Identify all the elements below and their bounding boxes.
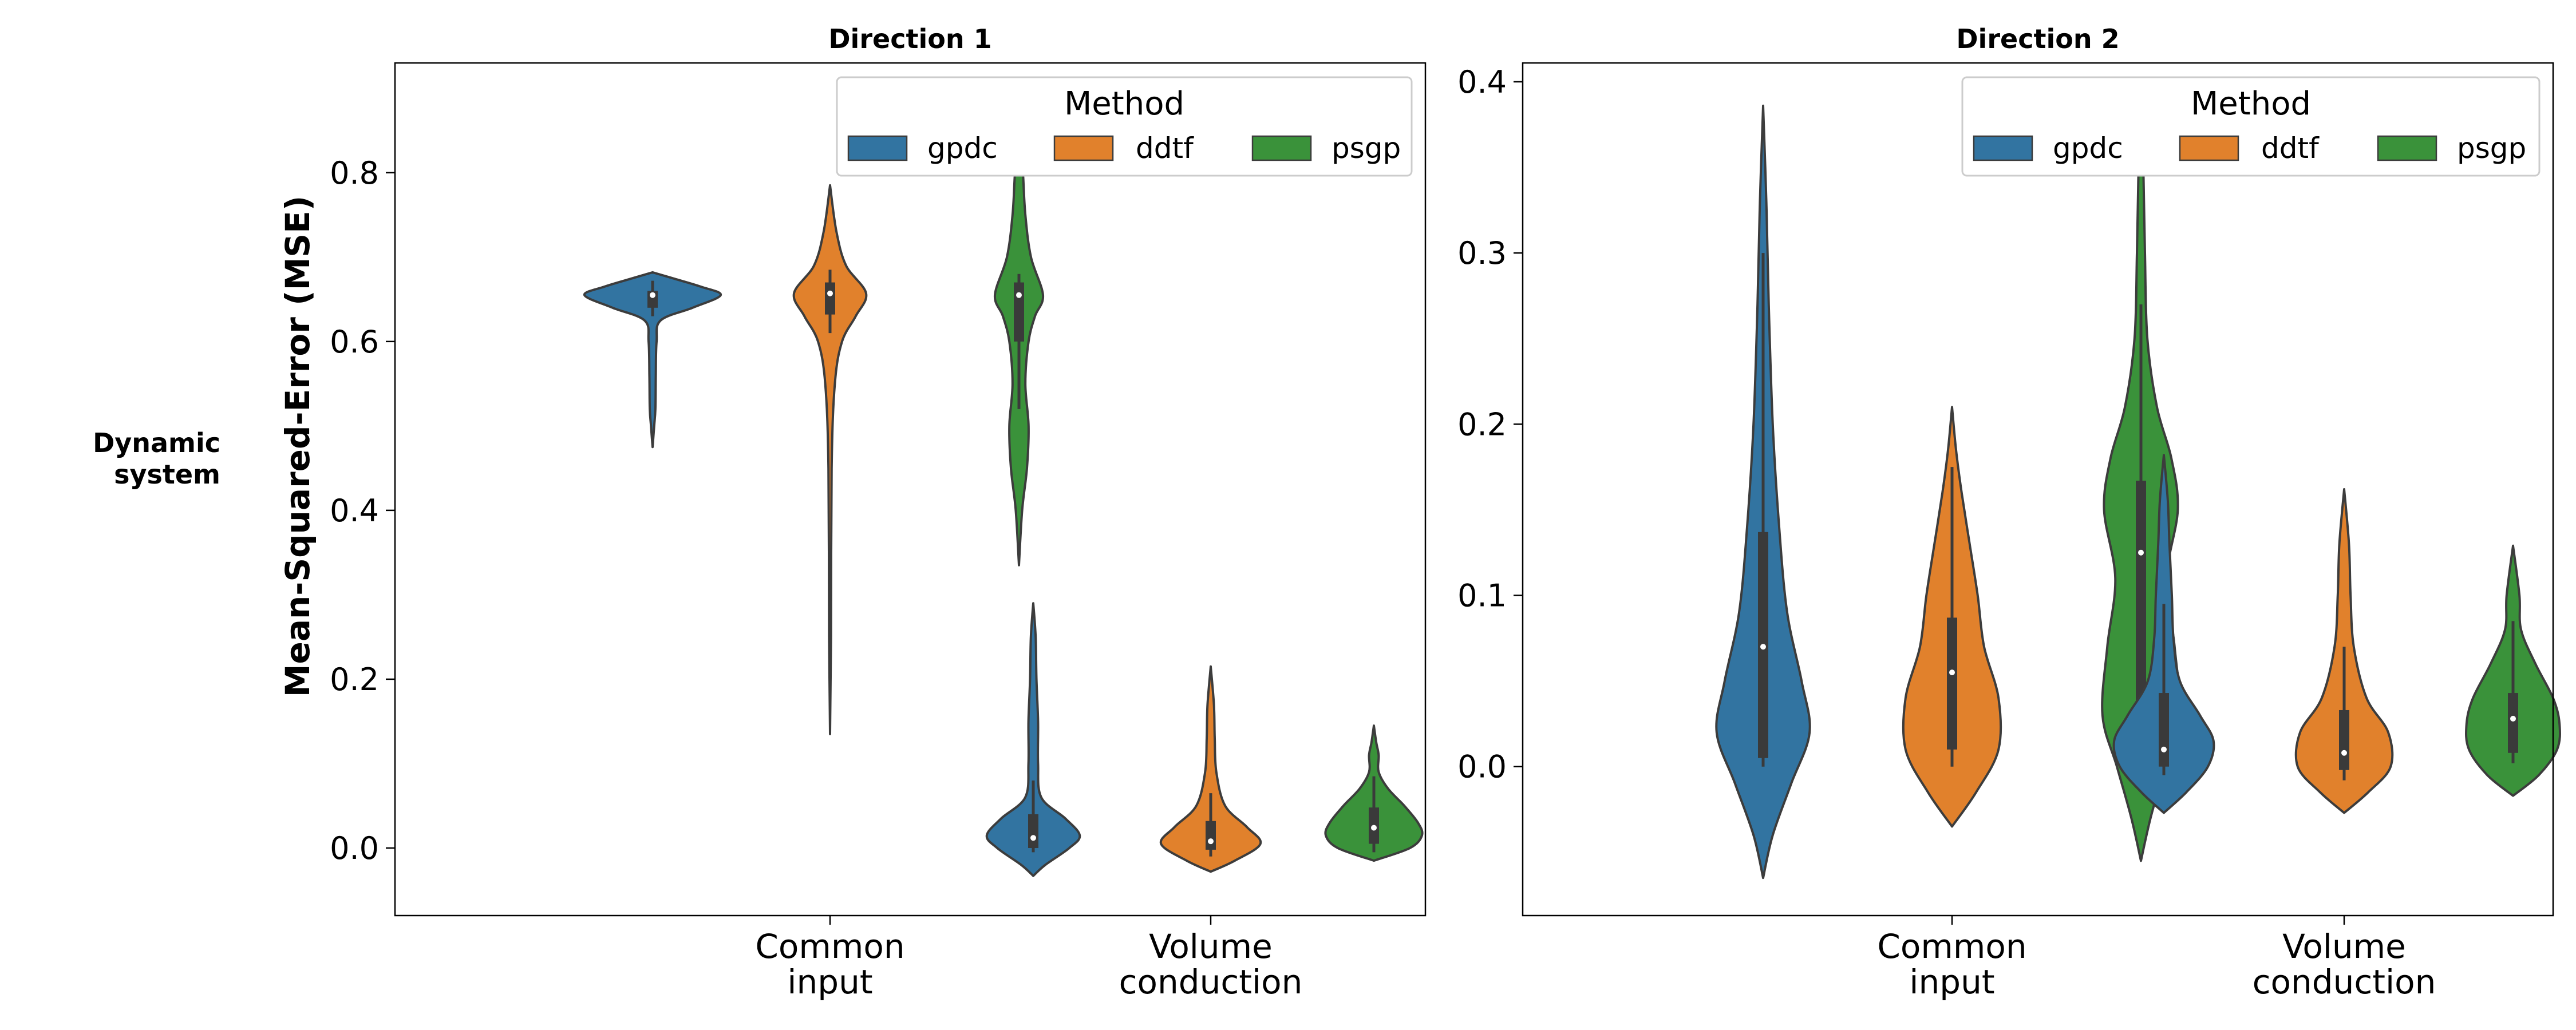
y-axis: 0.0 0.2 0.4 0.6 0.8	[330, 155, 395, 866]
violin-median-dot	[1371, 825, 1377, 831]
violin-gpdc	[2112, 454, 2215, 814]
violin-median-dot	[1760, 644, 1766, 650]
violin-median-dot	[1030, 835, 1036, 841]
violin-body	[792, 184, 868, 735]
violin-gpdc	[1715, 104, 1811, 880]
legend: Method gpdc ddtf psgp	[1961, 76, 2541, 177]
violin-gpdc	[583, 271, 722, 449]
violin-body	[985, 602, 1081, 877]
legend-swatch-gpdc	[847, 135, 908, 161]
x-category-label: Common	[1877, 927, 2026, 966]
plot-frame	[1522, 62, 2554, 917]
violin-iqr-box	[1028, 814, 1038, 848]
violin-ddtf	[2294, 488, 2394, 814]
legend-title: Method	[1064, 85, 1184, 122]
y-tick-label: 0.3	[1457, 235, 1507, 271]
legend-swatch-psgp	[1251, 135, 1312, 161]
violin-median-dot	[827, 290, 833, 296]
legend-swatch-ddtf	[2179, 135, 2239, 161]
legend-label-gpdc: gpdc	[927, 132, 998, 165]
violin-median-dot	[2161, 746, 2167, 752]
x-category-label: Volume	[1149, 927, 1273, 966]
y-tick-label: 0.1	[1457, 578, 1507, 614]
violin-iqr-box	[1947, 617, 1957, 750]
violin-median-dot	[1208, 838, 1214, 845]
violin-body	[583, 271, 722, 449]
violin-psgp	[2464, 544, 2562, 797]
violin-ddtf	[1159, 665, 1262, 873]
x-category-label: input	[1909, 962, 1994, 1001]
violin-median-dot	[2138, 549, 2144, 556]
y-tick-label: 0.8	[330, 155, 379, 191]
violin-median-dot	[2510, 715, 2516, 722]
violin-median-dot	[2341, 750, 2347, 756]
y-tick-label: 0.0	[1457, 749, 1507, 785]
violin-iqr-box	[2159, 693, 2169, 767]
violin-iqr-box	[2136, 481, 2146, 707]
violin-iqr-box	[1206, 821, 1216, 850]
row-label-line-1: Dynamic	[93, 427, 220, 458]
violin-iqr-box	[2508, 693, 2518, 753]
x-category-label: input	[787, 962, 872, 1001]
legend-label-gpdc: gpdc	[2053, 132, 2123, 165]
y-tick-label: 0.4	[1457, 64, 1507, 100]
legend-title: Method	[2191, 85, 2311, 122]
plot-frame	[394, 62, 1427, 917]
legend: Method gpdc ddtf psgp	[836, 76, 1413, 177]
legend-label-psgp: psgp	[2457, 132, 2526, 165]
violin-body	[1159, 665, 1262, 873]
x-category-label: conduction	[2253, 962, 2436, 1001]
violin-iqr-box	[1014, 282, 1024, 342]
y-axis-label: Mean-Squared-Error (MSE)	[278, 196, 317, 697]
violin-median-dot	[1949, 670, 1955, 676]
x-category-label: Volume	[2282, 927, 2406, 966]
violin-iqr-box	[2339, 710, 2349, 770]
x-category-label: Common	[755, 927, 904, 966]
x-category-label: conduction	[1119, 962, 1303, 1001]
violin-ddtf	[792, 184, 868, 735]
violin-layer	[1715, 102, 2562, 880]
y-tick-label: 0.0	[330, 830, 379, 866]
violin-median-dot	[650, 292, 655, 298]
y-tick-label: 0.4	[330, 493, 379, 529]
y-axis: 0.0 0.1 0.2 0.3 0.4	[1457, 64, 1523, 785]
y-tick-label: 0.2	[1457, 406, 1507, 442]
violin-gpdc	[985, 602, 1081, 877]
violin-layer	[583, 100, 1424, 877]
violin-median-dot	[1016, 292, 1022, 298]
legend-label-psgp: psgp	[1332, 132, 1401, 165]
legend-swatch-ddtf	[1053, 135, 1114, 161]
legend-label-ddtf: ddtf	[1136, 132, 1194, 165]
y-tick-label: 0.2	[330, 661, 379, 698]
violin-psgp	[1324, 724, 1424, 862]
violin-iqr-box	[825, 282, 835, 315]
legend-swatch-psgp	[2377, 135, 2437, 161]
violin-ddtf	[1902, 406, 2002, 828]
panel-title: Direction 2	[1956, 23, 2119, 54]
panel-title: Direction 1	[828, 23, 991, 54]
y-tick-label: 0.6	[330, 324, 379, 360]
row-label-line-2: system	[114, 459, 220, 490]
legend-label-ddtf: ddtf	[2261, 132, 2320, 165]
legend-swatch-gpdc	[1973, 135, 2033, 161]
